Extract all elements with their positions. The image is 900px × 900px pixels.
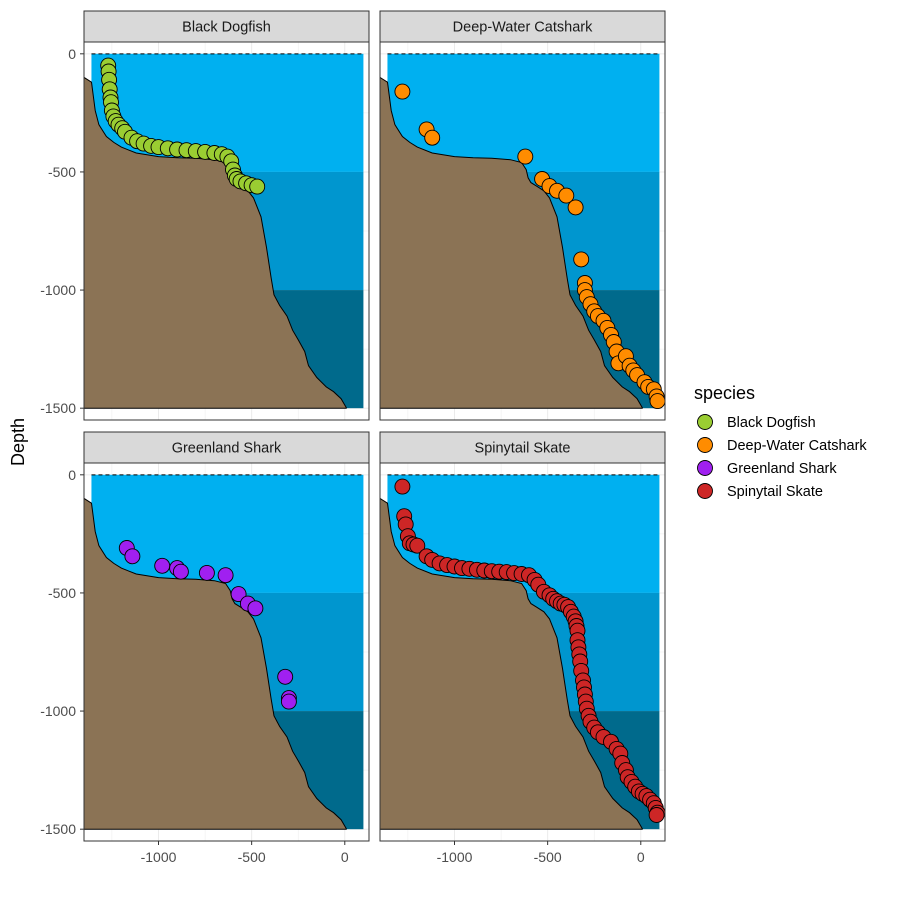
- legend-label: Black Dogfish: [727, 415, 816, 431]
- points: [118, 540, 297, 710]
- points: [394, 83, 665, 410]
- data-point: [217, 567, 234, 584]
- y-axis-label: Depth: [8, 418, 28, 466]
- y-tick-label: 0: [68, 46, 76, 62]
- legend-entry: Spinytail Skate: [697, 483, 823, 500]
- facet-strip: [83, 431, 370, 464]
- facet-strip: [379, 431, 666, 464]
- facet-title: Greenland Shark: [172, 441, 282, 457]
- panel-content: [84, 53, 364, 409]
- data-point: [424, 129, 441, 146]
- legend-entry: Black Dogfish: [697, 414, 816, 431]
- facet-strip: [379, 10, 666, 43]
- points: [100, 57, 266, 195]
- facet-strip: [83, 10, 370, 43]
- facet-panel: Deep-Water Catshark: [379, 10, 666, 421]
- y-tick-label: -1000: [40, 703, 76, 719]
- legend-key: [697, 460, 713, 476]
- facet-title: Spinytail Skate: [475, 441, 571, 457]
- legend-label: Greenland Shark: [727, 461, 837, 477]
- y-tick-label: -500: [48, 164, 76, 180]
- seabed: [380, 497, 644, 830]
- panel-content: [380, 53, 665, 410]
- data-point: [394, 478, 411, 495]
- legend-key: [697, 437, 713, 453]
- data-point: [172, 563, 189, 580]
- facet-panel: Spinytail Skate -1000 -500 0: [379, 431, 666, 865]
- data-point: [277, 668, 294, 685]
- data-point: [247, 600, 264, 617]
- panel-content: [84, 474, 364, 830]
- data-point: [409, 537, 426, 554]
- facet-panel: Black Dogfish 0 -500 -1000 -1500: [40, 10, 370, 421]
- facet-panels: Black Dogfish 0 -500 -1000 -1500 Deep-Water C…: [40, 10, 666, 865]
- data-point: [649, 393, 665, 410]
- x-tick-label: -1000: [141, 849, 177, 865]
- data-point: [558, 187, 575, 204]
- y-tick-label: -1500: [40, 821, 76, 837]
- y-tick-label: -500: [48, 585, 76, 601]
- legend-key: [697, 414, 713, 430]
- x-tick-label: -500: [534, 849, 562, 865]
- legend-label: Spinytail Skate: [727, 484, 823, 500]
- data-point: [517, 148, 534, 165]
- facet-panel: Greenland Shark 0 -500 -1000 -1500 -1000 -500 0: [40, 431, 370, 865]
- x-tick-label: 0: [637, 849, 645, 865]
- data-point: [124, 548, 141, 565]
- data-point: [230, 586, 247, 603]
- data-point: [280, 693, 297, 710]
- panel-content: [380, 474, 665, 830]
- legend-entry: Greenland Shark: [697, 460, 837, 477]
- data-point: [249, 178, 266, 195]
- facet-title: Black Dogfish: [182, 20, 271, 36]
- points: [394, 478, 665, 823]
- data-point: [648, 807, 665, 823]
- legend-key: [697, 483, 713, 499]
- y-tick-label: 0: [68, 467, 76, 483]
- legend-items: Black Dogfish Deep-Water Catshark Greenlan…: [697, 414, 867, 500]
- data-point: [567, 199, 584, 216]
- x-tick-label: -500: [238, 849, 266, 865]
- legend: species Black Dogfish Deep-Water Catshark…: [694, 383, 867, 500]
- data-point: [573, 251, 590, 268]
- legend-entry: Deep-Water Catshark: [697, 437, 867, 454]
- facet-title: Deep-Water Catshark: [453, 20, 593, 36]
- data-point: [394, 83, 411, 100]
- legend-title: species: [694, 383, 755, 403]
- x-tick-label: 0: [341, 849, 349, 865]
- x-tick-label: -1000: [437, 849, 473, 865]
- y-tick-label: -1500: [40, 400, 76, 416]
- seabed: [84, 497, 348, 830]
- y-tick-label: -1000: [40, 282, 76, 298]
- legend-label: Deep-Water Catshark: [727, 438, 867, 454]
- data-point: [154, 557, 171, 574]
- data-point: [198, 564, 215, 581]
